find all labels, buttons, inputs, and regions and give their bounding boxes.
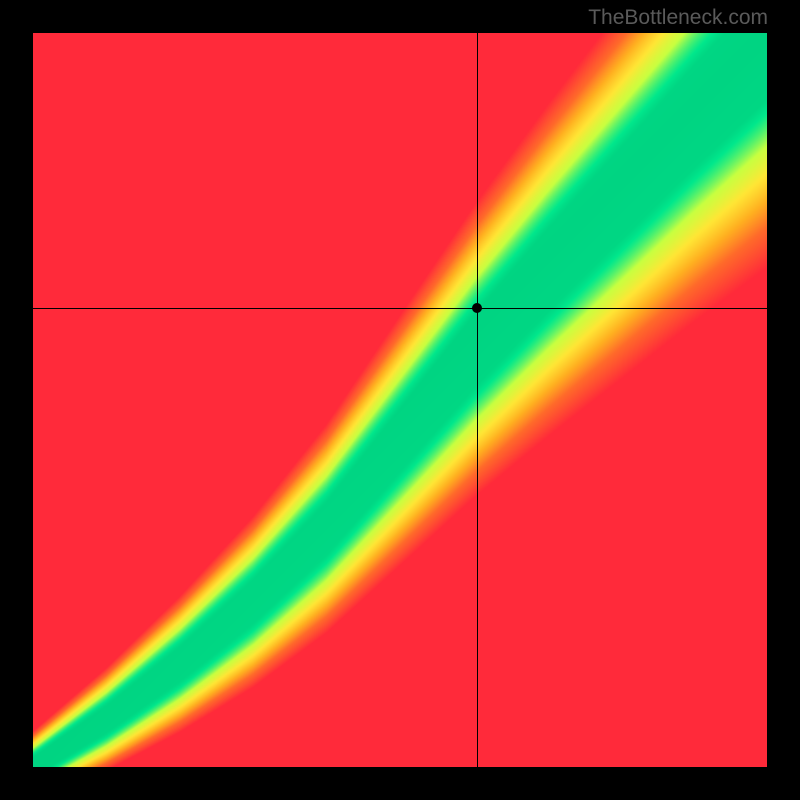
bottleneck-heatmap bbox=[33, 33, 767, 767]
crosshair-horizontal bbox=[33, 308, 767, 309]
selection-marker[interactable] bbox=[472, 303, 482, 313]
watermark-text: TheBottleneck.com bbox=[588, 6, 768, 30]
plot-area bbox=[33, 33, 767, 767]
crosshair-vertical bbox=[477, 33, 478, 767]
